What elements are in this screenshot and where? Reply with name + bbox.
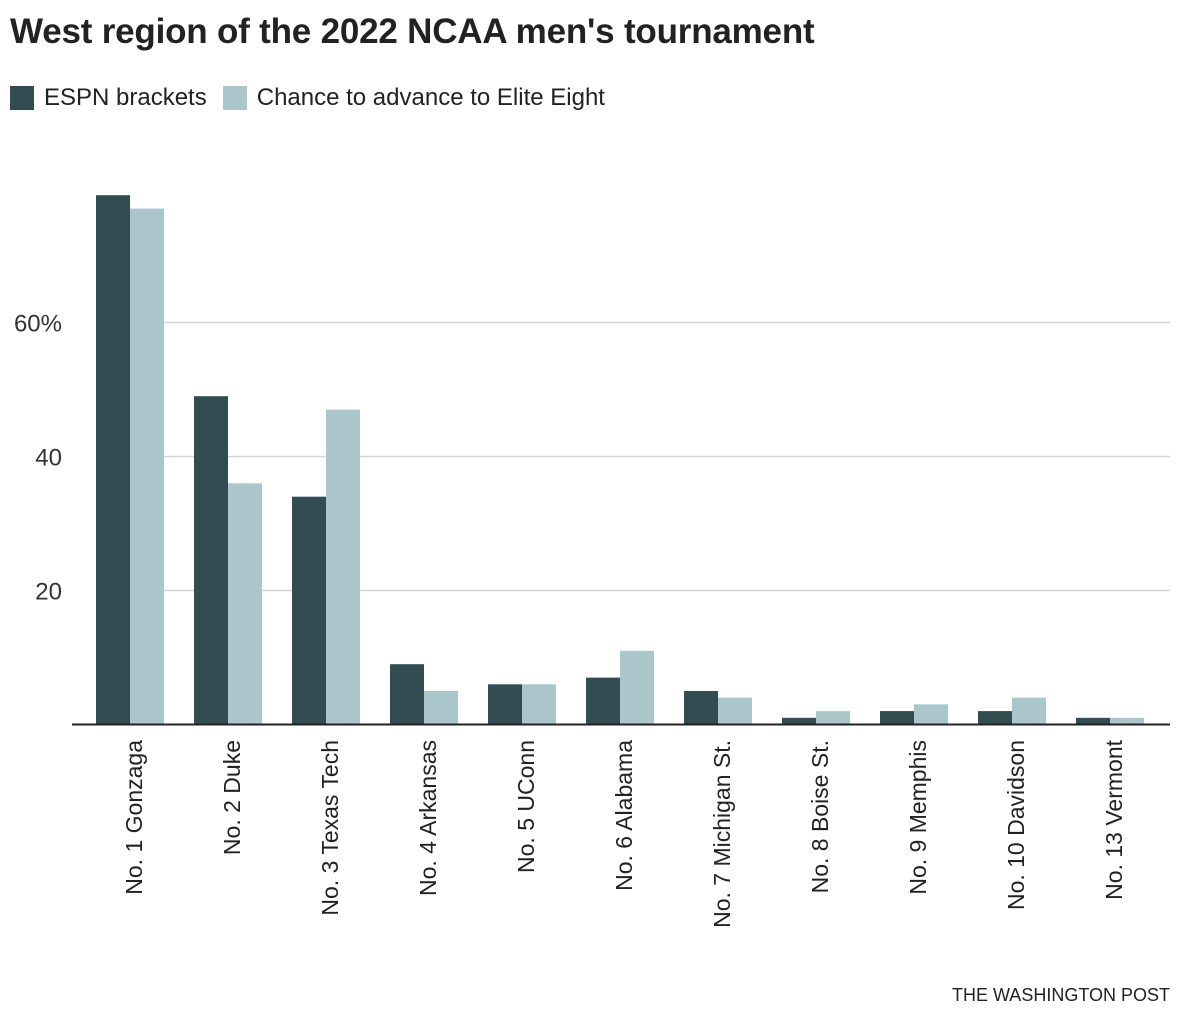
- legend-swatch-espn: [10, 86, 34, 110]
- bar-espn-10: [1076, 717, 1110, 725]
- bar-espn-2: [292, 496, 326, 725]
- x-category-label: No. 2 Duke: [219, 740, 245, 855]
- bar-chance-0: [130, 208, 164, 725]
- bar-chance-3: [424, 691, 458, 725]
- bar-chance-1: [228, 483, 262, 725]
- x-category-label: No. 1 Gonzaga: [121, 740, 147, 895]
- source-credit: THE WASHINGTON POST: [951, 985, 1170, 1005]
- bar-chance-7: [816, 711, 850, 725]
- bar-chance-10: [1110, 717, 1144, 725]
- legend-swatch-chance: [222, 86, 247, 110]
- bar-espn-6: [684, 691, 718, 725]
- x-category-label: No. 8 Boise St.: [807, 740, 833, 893]
- legend-label-espn: ESPN brackets: [44, 84, 207, 111]
- x-category-label: No. 4 Arkansas: [415, 740, 441, 896]
- x-category-label: No. 7 Michigan St.: [709, 740, 735, 928]
- x-category-label: No. 13 Vermont: [1101, 739, 1127, 899]
- x-category-label: No. 9 Memphis: [905, 740, 931, 895]
- bar-chance-8: [914, 704, 948, 725]
- bar-espn-5: [586, 677, 620, 725]
- y-tick-label-40: 40: [35, 445, 62, 472]
- bar-espn-1: [194, 396, 228, 725]
- chart-title: West region of the 2022 NCAA men's tourn…: [10, 12, 815, 51]
- bar-espn-8: [880, 711, 914, 725]
- x-category-label: No. 5 UConn: [513, 740, 539, 873]
- bar-espn-7: [782, 717, 816, 725]
- bar-chance-4: [522, 684, 556, 725]
- legend-item-chance: Chance to advance to Elite Eight: [222, 84, 605, 112]
- legend: ESPN brackets Chance to advance to Elite…: [10, 84, 621, 112]
- y-tick-label-60: 60%: [14, 311, 62, 338]
- bar-chance-5: [620, 650, 654, 725]
- bar-chance-9: [1012, 697, 1046, 725]
- y-tick-label-20: 20: [35, 579, 62, 606]
- bar-espn-0: [96, 195, 130, 725]
- x-category-label: No. 6 Alabama: [611, 740, 637, 891]
- legend-label-chance: Chance to advance to Elite Eight: [256, 84, 605, 111]
- bar-chance-2: [326, 409, 360, 725]
- x-category-label: No. 3 Texas Tech: [317, 740, 343, 916]
- legend-item-espn: ESPN brackets: [10, 84, 207, 112]
- bar-espn-4: [488, 684, 522, 725]
- bar-espn-3: [390, 664, 424, 725]
- bar-chance-6: [718, 697, 752, 725]
- bar-espn-9: [978, 711, 1012, 725]
- x-category-label: No. 10 Davidson: [1003, 740, 1029, 910]
